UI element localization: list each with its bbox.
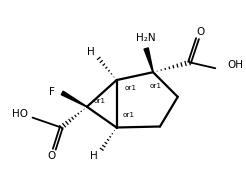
Text: F: F: [49, 87, 55, 97]
Text: O: O: [47, 151, 56, 161]
Polygon shape: [144, 48, 153, 72]
Text: O: O: [196, 27, 205, 37]
Text: HO: HO: [12, 109, 28, 119]
Text: H: H: [90, 151, 98, 161]
Text: or1: or1: [124, 85, 136, 91]
Text: H₂N: H₂N: [136, 33, 156, 43]
Text: or1: or1: [150, 83, 162, 89]
Text: or1: or1: [94, 98, 106, 104]
Text: OH: OH: [227, 60, 243, 70]
Text: or1: or1: [122, 112, 134, 118]
Text: H: H: [87, 48, 95, 57]
Polygon shape: [61, 91, 87, 107]
